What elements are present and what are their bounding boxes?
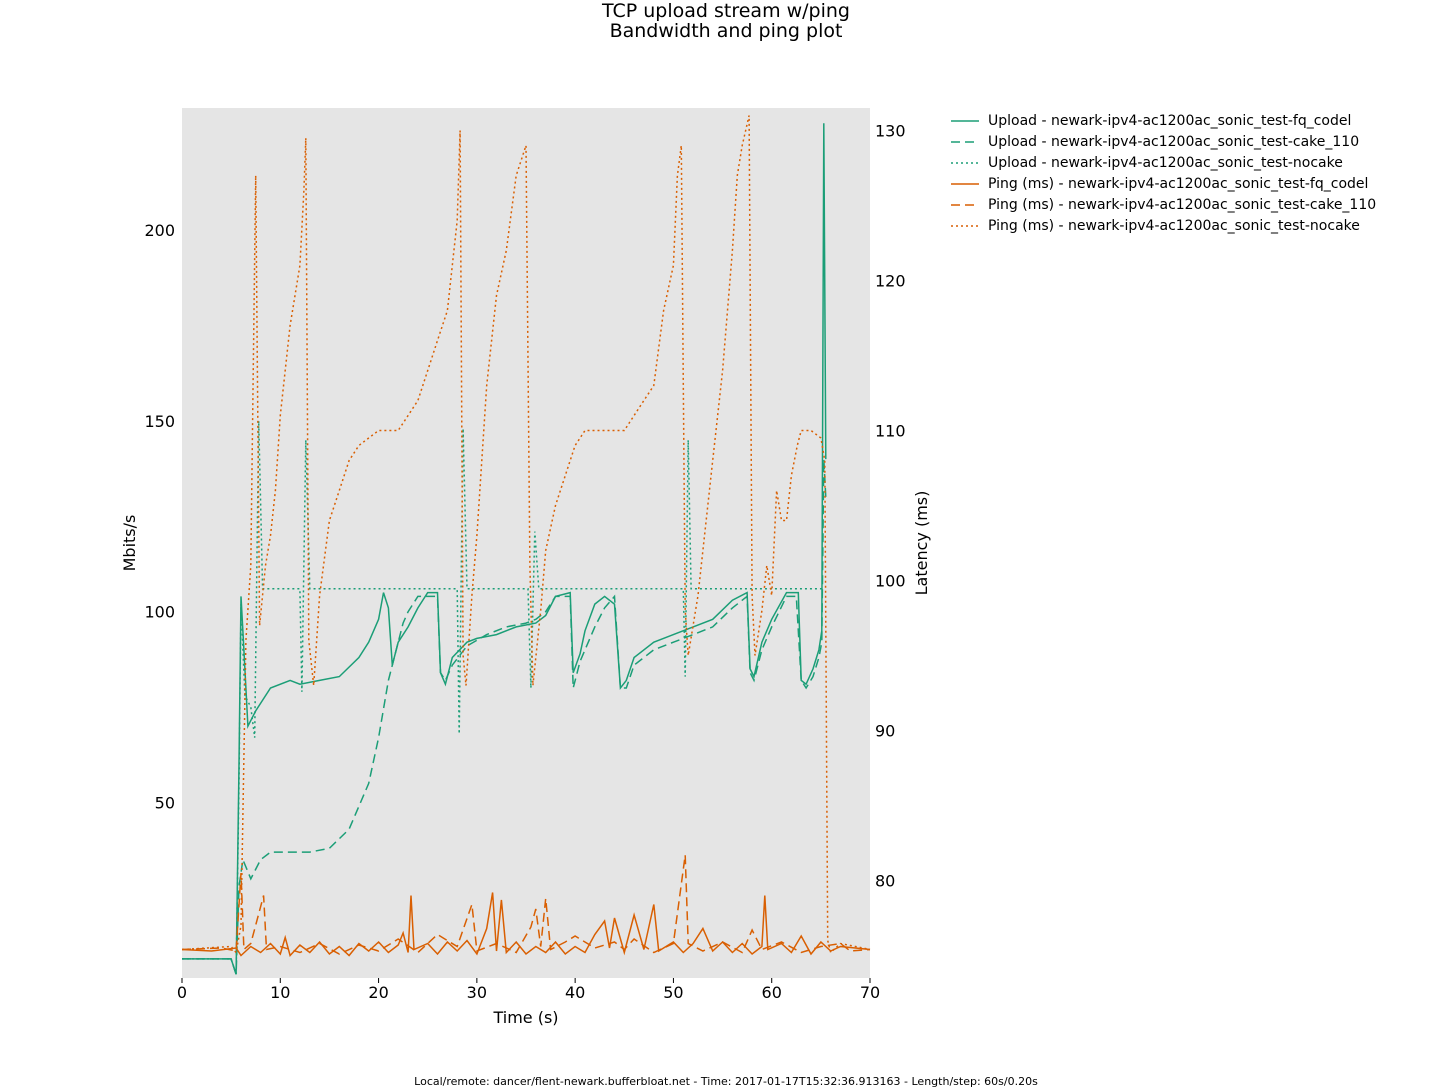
x-tick-label: 0 [177,983,187,1002]
legend-label: Upload - newark-ipv4-ac1200ac_sonic_test… [988,133,1360,150]
series-line-4 [181,892,871,957]
legend-swatch [951,224,979,227]
legend-item: Ping (ms) - newark-ipv4-ac1200ac_sonic_t… [950,173,1376,194]
legend-swatch [951,203,979,206]
legend-item: Upload - newark-ipv4-ac1200ac_sonic_test… [950,152,1376,173]
legend-label: Ping (ms) - newark-ipv4-ac1200ac_sonic_t… [988,217,1360,234]
legend: Upload - newark-ipv4-ac1200ac_sonic_test… [950,110,1376,236]
y2-tick-label: 80 [875,872,895,891]
chart-title-line2: Bandwidth and ping plot [609,20,843,42]
y2-axis-label: Latency (ms) [912,491,931,596]
series-layer [181,115,871,975]
legend-item: Ping (ms) - newark-ipv4-ac1200ac_sonic_t… [950,215,1376,236]
x-tick-label: 50 [663,983,683,1002]
axis-layer: 0 10 20 30 40 50 60 70 50 100 150 200 80 90 100 110 120 1… [120,122,931,1028]
chart-title-line1: TCP upload stream w/ping [601,0,850,22]
series-line-3 [182,420,824,975]
y2-tick-label: 130 [875,122,906,141]
legend-label: Upload - newark-ipv4-ac1200ac_sonic_test… [988,154,1343,171]
legend-swatch [951,140,979,143]
y-tick-label: 50 [155,793,175,812]
footer-metadata: Local/remote: dancer/flent-newark.buffer… [414,1075,1038,1088]
legend-swatch [951,161,979,164]
series-line-2 [182,459,827,975]
y2-tick-label: 110 [875,422,906,441]
y-tick-label: 150 [144,412,175,431]
legend-label: Ping (ms) - newark-ipv4-ac1200ac_sonic_t… [988,196,1377,213]
y2-tick-label: 100 [875,572,906,591]
legend-label: Ping (ms) - newark-ipv4-ac1200ac_sonic_t… [988,175,1369,192]
plot-area [182,108,870,978]
y-axis-label: Mbits/s [120,515,139,572]
y2-tick-label: 120 [875,272,906,291]
x-tick-label: 70 [860,983,880,1002]
x-tick-label: 20 [368,983,388,1002]
y-tick-label: 100 [144,603,175,622]
y-tick-label: 200 [144,221,175,240]
legend-item: Upload - newark-ipv4-ac1200ac_sonic_test… [950,110,1376,131]
legend-item: Upload - newark-ipv4-ac1200ac_sonic_test… [950,131,1376,152]
legend-swatch [951,119,979,122]
x-tick-label: 30 [467,983,487,1002]
x-axis-label: Time (s) [492,1008,558,1027]
legend-item: Ping (ms) - newark-ipv4-ac1200ac_sonic_t… [950,194,1376,215]
x-tick-label: 10 [270,983,290,1002]
series-line-1 [182,123,827,975]
x-tick-label: 60 [762,983,782,1002]
x-tick-label: 40 [565,983,585,1002]
y2-tick-label: 90 [875,722,895,741]
legend-swatch [951,182,979,185]
legend-label: Upload - newark-ipv4-ac1200ac_sonic_test… [988,112,1352,129]
